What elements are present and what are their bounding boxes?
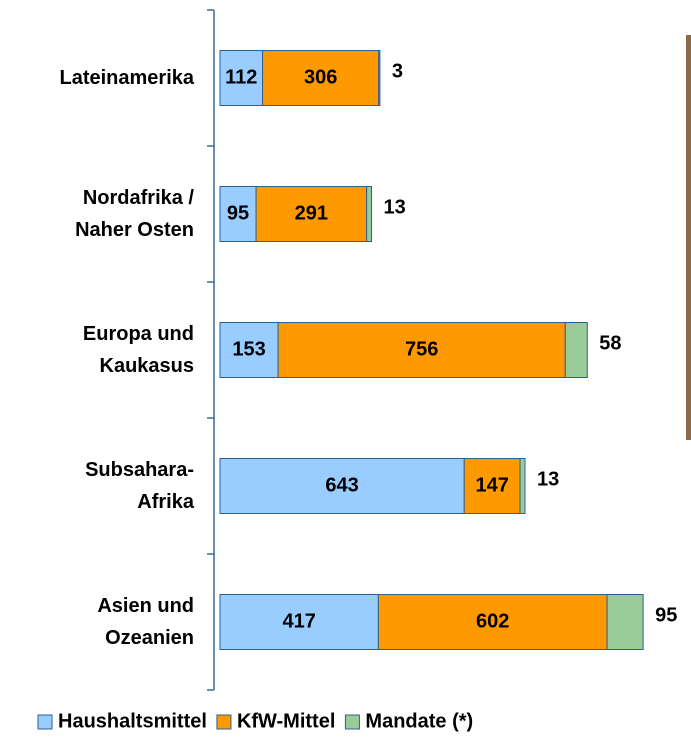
- value-label: 3: [392, 60, 403, 82]
- category-label: Nordafrika / Naher Osten: [0, 182, 194, 246]
- legend-swatch: [38, 715, 52, 729]
- bar-segment: [367, 187, 372, 242]
- value-label: 643: [325, 474, 358, 496]
- category-label: Asien und Ozeanien: [0, 590, 194, 654]
- category-label: Europa und Kaukasus: [0, 318, 194, 382]
- value-label: 602: [476, 610, 509, 632]
- legend-label: Haushaltsmittel: [58, 710, 207, 732]
- photo-edge: [686, 35, 691, 440]
- value-label: 95: [227, 202, 249, 224]
- legend-swatch: [217, 715, 231, 729]
- value-label: 112: [225, 66, 257, 88]
- legend-label: KfW-Mittel: [237, 710, 335, 732]
- category-label: Subsahara- Afrika: [0, 454, 194, 518]
- category-label: Lateinamerika: [0, 62, 194, 94]
- value-label: 58: [599, 332, 621, 354]
- value-label: 417: [283, 610, 316, 632]
- bar-segment: [607, 595, 643, 650]
- legend-label: Mandate (*): [365, 710, 473, 732]
- value-label: 147: [475, 474, 508, 496]
- value-label: 13: [384, 196, 406, 218]
- bar-segment: [379, 51, 380, 106]
- bar-segment: [565, 323, 587, 378]
- value-label: 306: [304, 66, 337, 88]
- value-label: 13: [537, 468, 559, 490]
- value-label: 756: [405, 338, 438, 360]
- value-label: 95: [655, 604, 677, 626]
- legend-swatch: [345, 715, 359, 729]
- value-label: 291: [295, 202, 328, 224]
- bar-segment: [520, 459, 525, 514]
- chart: 112 306 3 95 291 13 153 756 58 643 147 13 417 602 95 Ha…: [0, 0, 691, 744]
- value-label: 153: [232, 338, 265, 360]
